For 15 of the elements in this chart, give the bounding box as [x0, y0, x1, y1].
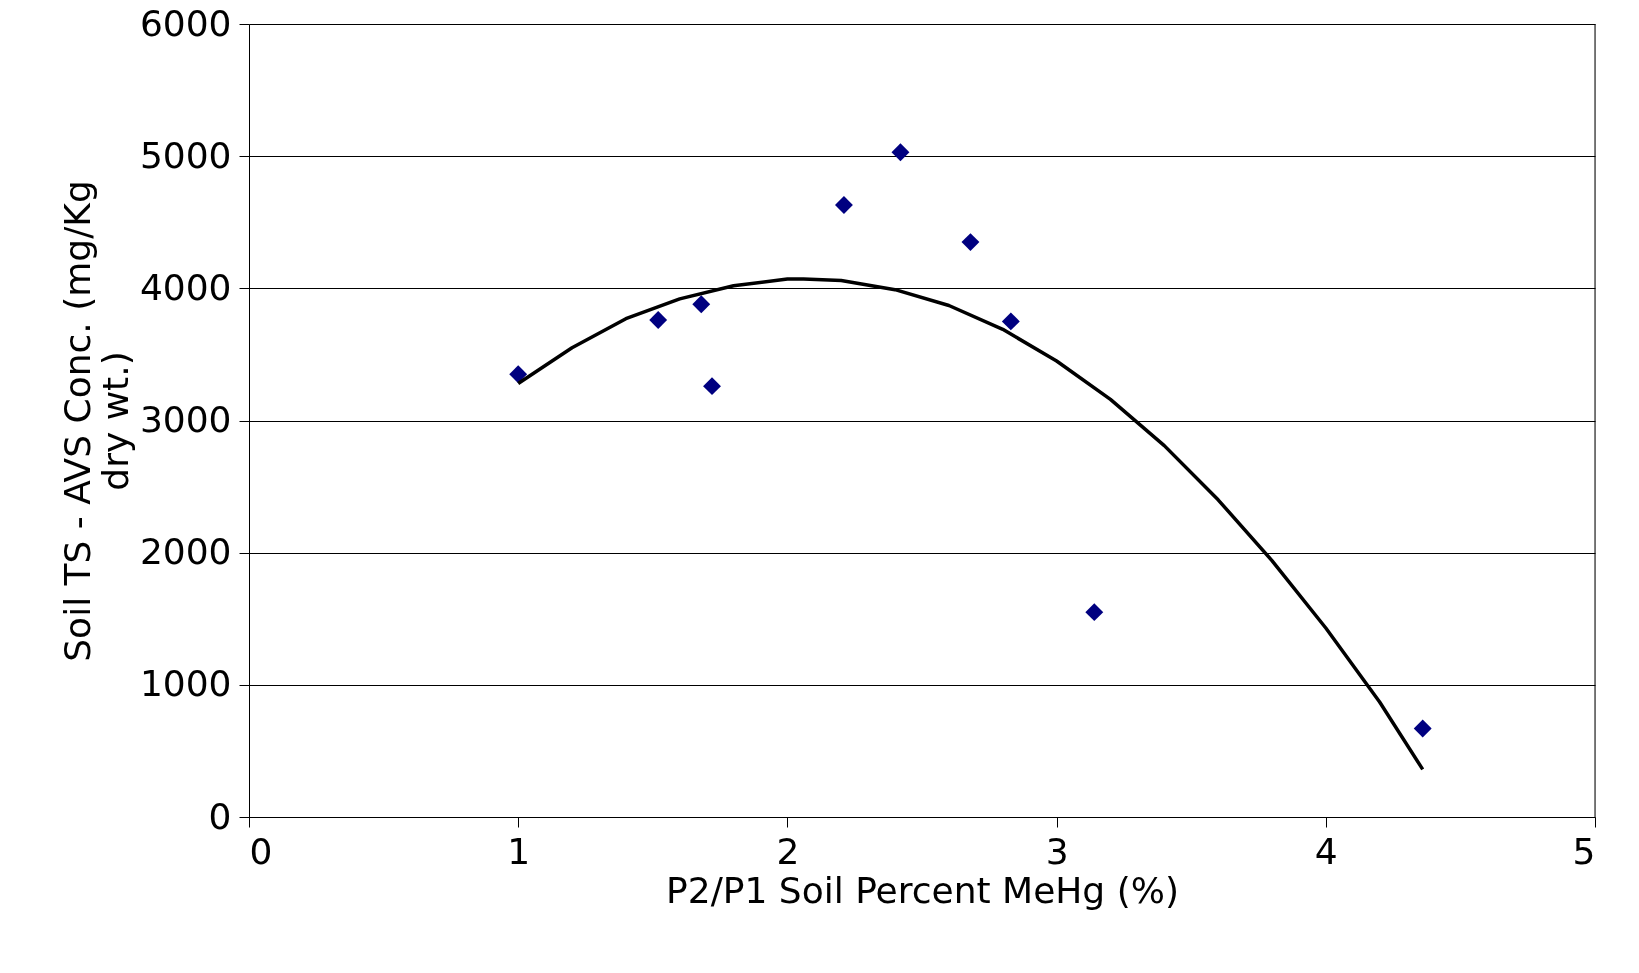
y-axis-title: Soil TS - AVS Conc. (mg/Kg dry wt.)	[56, 180, 136, 662]
x-tick-label: 1	[507, 830, 531, 872]
x-tick-label: 0	[249, 830, 273, 872]
x-tick-label: 3	[1045, 830, 1069, 872]
y-tick-label: 0	[208, 795, 232, 837]
y-tick-label: 3000	[139, 399, 232, 440]
y-tick-label: 1000	[139, 663, 232, 705]
x-tick-label: 5	[1572, 830, 1596, 872]
x-tick-label: 4	[1314, 830, 1338, 872]
x-axis-title: P2/P1 Soil Percent MeHg (%)	[666, 869, 1179, 911]
x-tick-label: 2	[776, 830, 800, 872]
y-tick-label: 2000	[139, 531, 232, 573]
y-tick-label: 4000	[139, 266, 232, 308]
y-tick-label: 5000	[139, 134, 232, 176]
y-tick-label: 6000	[139, 2, 232, 44]
